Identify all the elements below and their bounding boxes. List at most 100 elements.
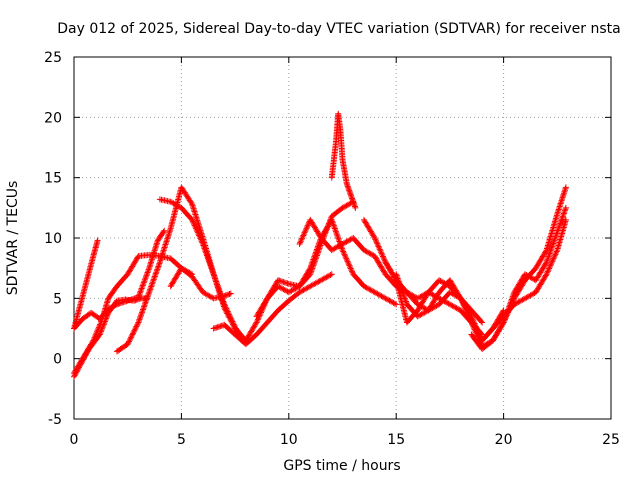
data-point	[346, 262, 353, 269]
data-point	[396, 281, 403, 288]
data-point	[148, 283, 155, 290]
data-point	[227, 290, 234, 297]
data-point	[133, 323, 140, 330]
data-point	[464, 310, 471, 317]
data-point	[373, 239, 380, 246]
data-point	[145, 266, 152, 273]
data-point	[374, 242, 381, 249]
data-point	[460, 302, 467, 309]
data-point	[153, 269, 160, 276]
data-point	[308, 260, 315, 267]
data-point	[215, 285, 222, 292]
data-point	[460, 301, 467, 308]
data-point	[137, 313, 144, 320]
y-tick-label: -5	[48, 412, 62, 428]
data-point	[376, 246, 383, 253]
data-point	[144, 269, 151, 276]
data-point	[509, 293, 516, 300]
series-arc-17	[479, 216, 569, 344]
data-point	[151, 273, 158, 280]
data-point	[458, 298, 465, 305]
data-point	[194, 228, 201, 235]
data-point	[214, 281, 221, 288]
data-point	[343, 257, 350, 264]
data-point	[309, 259, 316, 266]
data-point	[211, 274, 218, 281]
series-arc-11	[328, 110, 359, 211]
data-point	[135, 318, 142, 325]
data-point	[508, 296, 515, 303]
data-point	[330, 222, 337, 229]
data-point	[509, 295, 516, 302]
data-point	[211, 272, 218, 279]
data-point	[212, 275, 219, 282]
data-point	[131, 327, 138, 334]
data-point	[400, 292, 407, 299]
data-point	[399, 289, 406, 296]
data-point	[144, 270, 151, 277]
y-tick-label: 25	[44, 50, 62, 66]
data-point	[299, 233, 306, 240]
data-point	[89, 338, 96, 345]
data-point	[220, 299, 227, 306]
data-point	[92, 331, 99, 338]
data-point	[91, 334, 98, 341]
data-point	[399, 288, 406, 295]
data-point	[345, 259, 352, 266]
data-point	[331, 225, 338, 232]
data-point	[313, 246, 320, 253]
data-point	[462, 305, 469, 312]
data-point	[316, 239, 323, 246]
data-point	[543, 271, 550, 278]
data-point	[465, 312, 472, 319]
data-point	[549, 241, 556, 248]
data-point	[188, 199, 195, 206]
data-point	[376, 244, 383, 251]
data-point	[145, 290, 152, 297]
data-point	[378, 249, 385, 256]
data-point	[459, 299, 466, 306]
data-point	[332, 228, 339, 235]
data-point	[209, 268, 216, 275]
data-point	[132, 324, 139, 331]
data-point	[136, 316, 143, 323]
data-point	[332, 226, 339, 233]
data-point	[200, 243, 207, 250]
data-point	[300, 231, 307, 238]
data-point	[149, 280, 156, 287]
data-point	[127, 335, 134, 342]
data-point	[561, 207, 568, 214]
data-point	[192, 223, 199, 230]
data-point	[552, 251, 559, 258]
data-point	[214, 282, 221, 289]
data-point	[210, 271, 217, 278]
data-point	[328, 216, 335, 223]
data-point	[371, 235, 378, 241]
x-tick-label: 20	[495, 432, 513, 448]
data-point	[134, 320, 141, 327]
data-point	[402, 298, 409, 305]
data-point	[142, 273, 149, 280]
series-arc-6	[156, 196, 245, 340]
data-point	[130, 330, 137, 337]
data-point	[554, 227, 561, 234]
data-point	[209, 266, 216, 273]
data-point	[210, 269, 217, 276]
x-tick-label: 5	[177, 432, 186, 448]
data-point	[129, 331, 136, 338]
data-point	[507, 299, 514, 306]
data-point	[479, 319, 486, 326]
data-point	[222, 302, 229, 309]
data-point	[155, 262, 162, 269]
data-point	[142, 300, 149, 307]
data-point	[308, 262, 315, 269]
data-point	[142, 275, 149, 282]
data-point	[208, 264, 215, 271]
data-point	[508, 297, 515, 304]
data-point	[225, 309, 232, 316]
data-point	[402, 297, 409, 304]
data-point	[220, 298, 227, 305]
data-point	[126, 337, 133, 344]
data-point	[302, 226, 309, 233]
data-point	[562, 184, 569, 191]
